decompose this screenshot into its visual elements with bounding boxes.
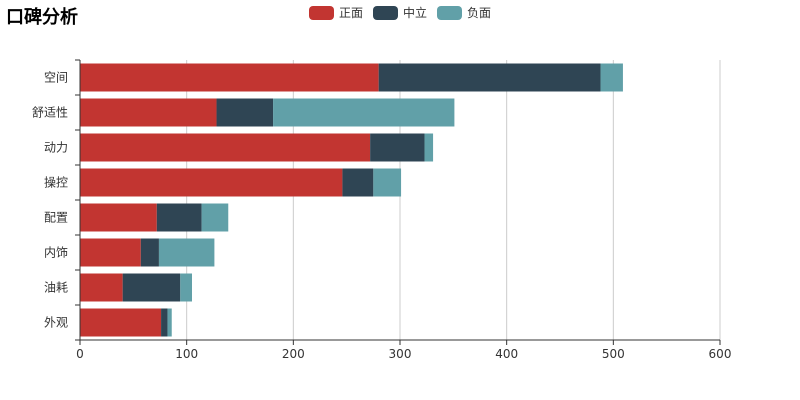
legend-item-neutral[interactable]: 中立 <box>373 4 427 21</box>
bar-segment <box>80 203 157 232</box>
x-tick-label: 600 <box>709 347 732 361</box>
x-tick-label: 400 <box>495 347 518 361</box>
bar-segment <box>167 308 172 337</box>
y-tick-label: 动力 <box>44 141 68 155</box>
bar-segment <box>373 168 402 197</box>
legend-label: 负面 <box>467 6 492 20</box>
bar-segment <box>370 133 425 162</box>
x-tick-label: 200 <box>282 347 305 361</box>
chart-title: 口碑分析 <box>6 7 78 28</box>
bar-segment <box>161 308 168 337</box>
x-tick-label: 500 <box>602 347 625 361</box>
bar-segment <box>80 238 141 267</box>
bar-segment <box>80 273 123 302</box>
bar-segment <box>342 168 374 197</box>
legend-swatch <box>309 5 334 20</box>
x-tick-label: 100 <box>175 347 198 361</box>
bar-segment <box>80 98 217 127</box>
bar-segment <box>424 133 434 162</box>
bar-segment <box>140 238 159 267</box>
bar-segment <box>80 168 343 197</box>
x-tick-label: 300 <box>389 347 412 361</box>
legend-label: 正面 <box>339 6 364 20</box>
bar-segment <box>600 63 623 92</box>
bar-segment <box>273 98 455 127</box>
bar-segment <box>378 63 601 92</box>
y-tick-label: 配置 <box>44 211 68 225</box>
legend-swatch <box>373 5 399 20</box>
y-tick-label: 内饰 <box>44 246 68 260</box>
bar-segment <box>80 308 162 337</box>
x-tick-label: 0 <box>76 347 84 361</box>
legend-swatch <box>437 5 463 20</box>
y-tick-label: 空间 <box>44 71 68 85</box>
legend-label: 中立 <box>403 6 428 20</box>
bar-segment <box>201 203 229 232</box>
legend-item-negative[interactable]: 负面 <box>437 4 491 21</box>
y-tick-label: 油耗 <box>44 281 68 295</box>
y-tick-label: 操控 <box>44 175 68 190</box>
y-tick-label: 舒适性 <box>32 106 68 120</box>
bar-segment <box>80 63 379 92</box>
bar-segment <box>156 203 202 232</box>
legend-item-positive[interactable]: 正面 <box>309 4 363 21</box>
bar-segment <box>122 273 181 302</box>
bar-segment <box>180 273 192 302</box>
y-tick-label: 外观 <box>44 316 68 330</box>
legend: 正面 中立 负面 <box>309 4 491 21</box>
bar-segment <box>158 238 215 267</box>
bar-segment <box>216 98 274 127</box>
bar-segment <box>80 133 371 162</box>
